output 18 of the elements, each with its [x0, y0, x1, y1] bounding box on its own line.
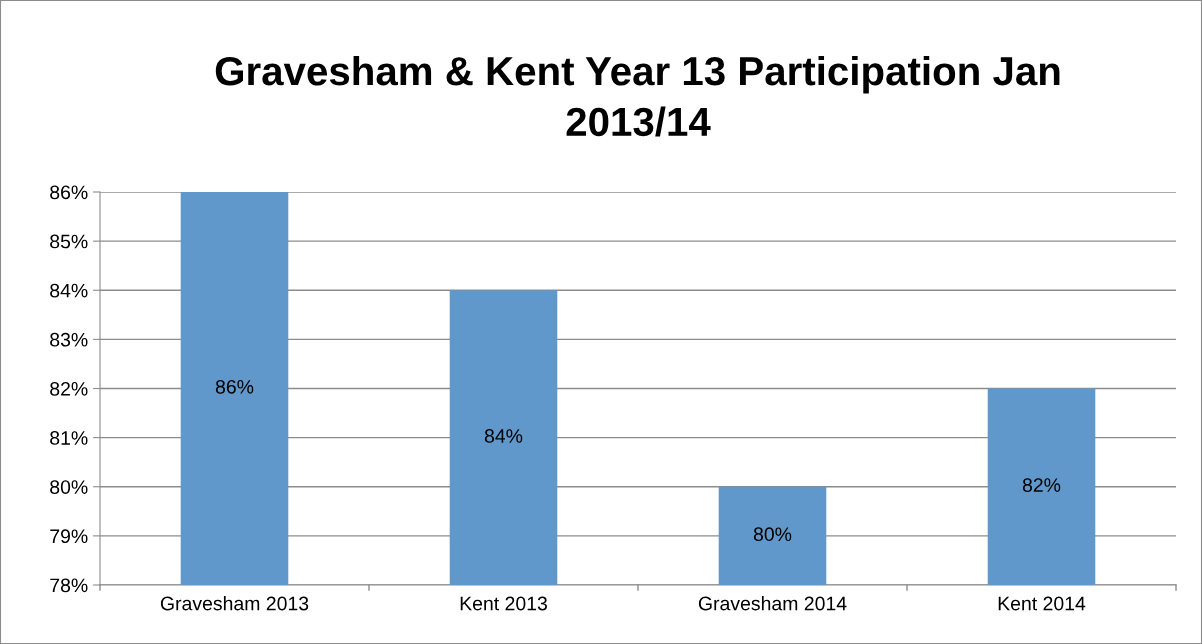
data-label: 86% — [215, 379, 254, 394]
x-tick-label: Kent 2013 — [460, 596, 547, 611]
y-tick-label: 86% — [50, 185, 88, 200]
y-tick-label: 79% — [50, 529, 88, 544]
x-tick-label: Gravesham 2013 — [160, 596, 309, 611]
y-tick-label: 83% — [50, 332, 88, 347]
x-tick-label: Kent 2014 — [998, 596, 1086, 611]
y-tick-label: 84% — [50, 283, 88, 298]
x-tick-label: Gravesham 2014 — [698, 596, 847, 611]
y-tick-label: 80% — [50, 480, 88, 494]
data-label: 84% — [484, 429, 523, 443]
y-tick-label: 82% — [50, 381, 88, 396]
y-tick-label: 78% — [50, 578, 88, 593]
y-tick-label: 85% — [50, 234, 88, 249]
chart-title: Gravesham & Kent Year 13 Participation Jan 2013/14 — [215, 55, 1060, 137]
y-tick-label: 81% — [50, 431, 88, 445]
data-label: 80% — [753, 527, 792, 542]
data-label: 82% — [1022, 478, 1061, 492]
